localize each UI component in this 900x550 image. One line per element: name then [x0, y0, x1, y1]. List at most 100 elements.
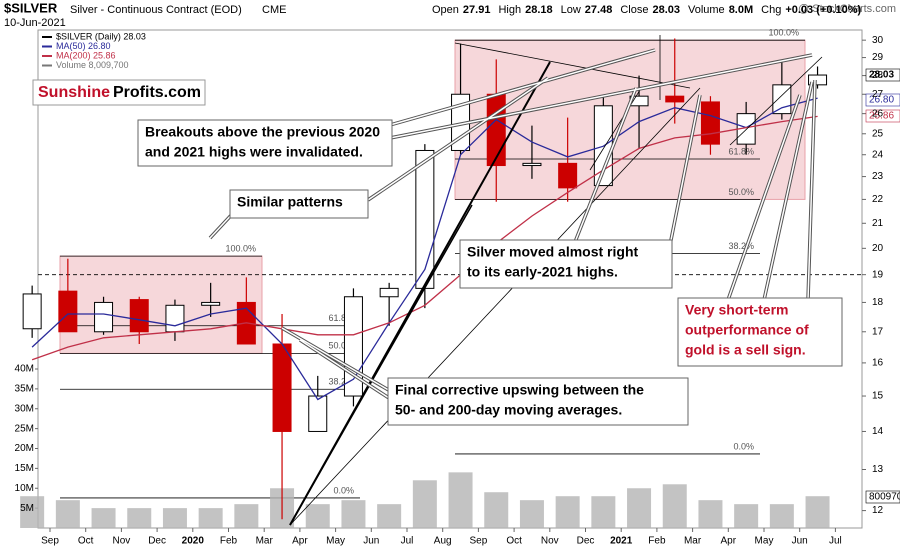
volume-bar: [591, 496, 616, 528]
annotation-box: [387, 377, 689, 426]
volume-bar: [234, 504, 259, 528]
stat-value: 27.48: [585, 4, 613, 16]
ma-line: [31, 115, 818, 361]
candle-body: [379, 287, 399, 298]
x-tick-label: Sep: [470, 536, 488, 547]
y-tick-label: 13: [872, 464, 884, 475]
y-tick-label: 21: [872, 218, 884, 229]
trend-line: [729, 56, 823, 146]
y-tick-label: 29: [872, 52, 884, 63]
ma-line: [31, 97, 818, 401]
volume-bar: [662, 484, 687, 528]
fib-label: 38.2%: [328, 377, 354, 387]
candle-body: [201, 301, 221, 306]
subtitle: Silver - Continuous Contract (EOD): [70, 4, 242, 16]
watermark: @ StockCharts.com: [798, 3, 896, 15]
y-tick-label: 30: [872, 35, 884, 46]
stat-label: High: [498, 4, 521, 16]
volume-bar: [698, 500, 723, 528]
stat-label: Chg: [761, 4, 781, 16]
y-tick-label: 20: [872, 243, 884, 254]
y2-tick-label: 20M: [15, 443, 34, 454]
volume-bar: [55, 500, 80, 528]
x-tick-label: Dec: [577, 536, 595, 547]
legend-label: $SILVER (Daily) 28.03: [56, 31, 146, 41]
volume-bar: [305, 504, 330, 528]
price-tag-box: [865, 93, 900, 107]
trend-lines: [289, 35, 823, 526]
y-tick-label: 17: [872, 326, 884, 337]
x-tick-label: Dec: [148, 536, 166, 547]
x-tick-label: Mar: [684, 536, 702, 547]
annotation-box: [459, 239, 673, 289]
x-tick-label: Nov: [541, 536, 559, 547]
candle-body: [165, 304, 185, 333]
candle-body: [486, 93, 506, 167]
y2-tick-label: 10M: [15, 483, 34, 494]
fib-label: 0.0%: [733, 441, 754, 451]
y-tick-label: 23: [872, 171, 884, 182]
annotation-box: [677, 297, 843, 367]
trend-line: [454, 42, 691, 89]
volume-bar: [484, 492, 509, 528]
date: 10-Jun-2021: [4, 17, 66, 29]
y-tick-label: 16: [872, 358, 884, 369]
annotation-text: Silver moved almost right: [467, 244, 638, 260]
candle-body: [129, 299, 149, 333]
x-tick-label: Jun: [792, 536, 808, 547]
logo-part: Profits.com: [113, 84, 201, 101]
legend-label: MA(200) 25.86: [56, 50, 116, 60]
x-tick-label: May: [755, 536, 774, 547]
stat-label: Volume: [688, 4, 725, 16]
volume-bar: [127, 508, 152, 528]
x-tick-label: Feb: [220, 536, 238, 547]
fib-label: 61.8%: [728, 146, 754, 156]
y2-tick-label: 15M: [15, 463, 34, 474]
x-tick-label: Jul: [829, 536, 842, 547]
exchange: CME: [262, 4, 286, 16]
x-tick-label: Apr: [721, 536, 737, 547]
x-tick-label: Apr: [292, 536, 308, 547]
volume-bar: [627, 488, 652, 528]
stat-label: Close: [620, 4, 648, 16]
y2-tick-label: 30M: [15, 403, 34, 414]
fib-label: 100.0%: [225, 243, 256, 253]
volume-bar: [377, 504, 402, 528]
stat-value: 8.0M: [729, 4, 753, 16]
candle-body: [558, 162, 578, 189]
price-tag: 25.86: [869, 111, 894, 122]
y2-tick-label: 25M: [15, 423, 34, 434]
volume-bar: [734, 504, 759, 528]
y-tick-label: 26: [872, 108, 884, 119]
stat-value: 28.03: [652, 4, 680, 16]
stat-value: +0.03 (+0.10%): [785, 4, 861, 16]
x-tick-label: Sep: [41, 536, 59, 547]
price-tag: 28.03: [869, 70, 894, 81]
annotation-text: Similar patterns: [237, 194, 343, 210]
candle-body: [58, 290, 78, 333]
annotation-box: [229, 189, 369, 219]
x-tick-label: May: [326, 536, 345, 547]
price-tag-box: [865, 490, 900, 504]
annotation-text: Breakouts above the previous 2020: [145, 124, 380, 140]
candle-body: [808, 74, 828, 86]
y-tick-label: 28: [872, 70, 884, 81]
candle-body: [308, 395, 328, 432]
x-tick-label: Jul: [401, 536, 414, 547]
candle-body: [700, 101, 720, 145]
x-tick-label: Feb: [648, 536, 666, 547]
legend-label: Volume 8,009,700: [56, 60, 129, 70]
volume-bar: [555, 496, 580, 528]
y-tick-label: 18: [872, 297, 884, 308]
annotation-text: Final corrective upswing between the: [395, 382, 644, 398]
logo-part: Sunshine: [38, 84, 110, 101]
annotation-text: and 2021 highs were invalidated.: [145, 144, 363, 160]
candle-body: [94, 301, 114, 333]
price-tag: 26.80: [869, 95, 894, 106]
y-tick-label: 22: [872, 194, 884, 205]
fib-label: 50.0%: [328, 341, 354, 351]
y2-tick-label: 35M: [15, 384, 34, 395]
fib-box: [59, 255, 263, 354]
annotation-text: to its early-2021 highs.: [467, 264, 618, 280]
